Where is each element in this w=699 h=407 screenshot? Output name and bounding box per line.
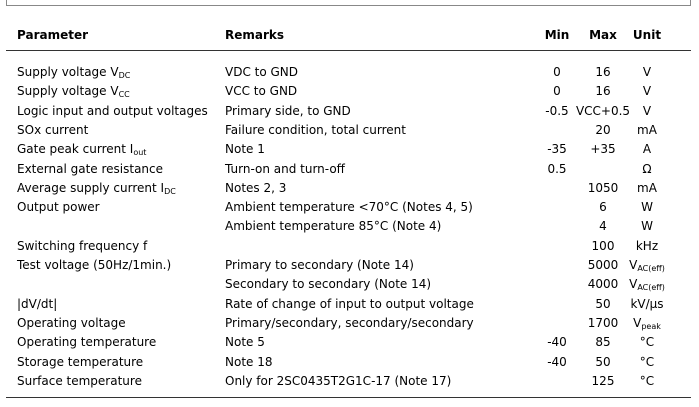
- header-cell: Min: [544, 28, 570, 42]
- remarks-cell: Primary to secondary (Note 14): [225, 258, 414, 272]
- header-cell: Parameter: [17, 28, 89, 42]
- min-cell: -35: [547, 142, 567, 157]
- max-cell: 6: [599, 200, 607, 215]
- unit-cell: mA: [637, 180, 657, 195]
- max-cell: 16: [595, 84, 611, 99]
- max-cell: 125: [591, 373, 615, 388]
- parameter-cell: Average supply current IDC: [17, 180, 176, 196]
- parameter-cell: Switching frequency f: [17, 238, 148, 253]
- text: V: [629, 277, 638, 292]
- remarks-cell: Primary/secondary, secondary/secondary: [225, 315, 474, 330]
- subscript: peak: [641, 321, 661, 331]
- text: V: [629, 258, 638, 272]
- remarks-cell: Note 18: [225, 354, 273, 369]
- text: Supply voltage V: [17, 65, 119, 79]
- header-cell: Max: [589, 28, 617, 42]
- remarks-cell: Notes 2, 3: [225, 180, 287, 195]
- max-cell: VCC+0.5: [575, 103, 631, 118]
- min-cell: -0.5: [545, 103, 569, 118]
- parameter-cell: Storage temperature: [17, 354, 144, 369]
- remarks-cell: Only for 2SC0435T2G1C-17 (Note 17): [225, 373, 452, 388]
- header-cell: Unit: [632, 28, 662, 42]
- subscript: AC(eff): [637, 283, 665, 293]
- remarks-cell: Turn-on and turn-off: [225, 161, 345, 176]
- text: V: [633, 315, 642, 330]
- subscript: AC(eff): [637, 264, 665, 273]
- subscript: DC: [118, 71, 131, 80]
- unit-cell: Vpeak: [615, 315, 679, 331]
- max-cell: 50: [595, 354, 611, 369]
- unit-cell: VAC(eff): [615, 257, 679, 273]
- bottom-rule: [6, 397, 691, 398]
- unit-cell: W: [641, 219, 653, 234]
- unit-cell: A: [642, 142, 652, 157]
- max-cell: 4: [599, 219, 607, 234]
- unit-cell: W: [641, 200, 653, 215]
- min-cell: -40: [547, 335, 567, 350]
- unit-cell: VAC(eff): [615, 276, 679, 292]
- parameter-cell: Test voltage (50Hz/1min.): [17, 258, 172, 272]
- unit-cell: °C: [639, 335, 655, 350]
- parameter-cell: SOx current: [17, 122, 89, 137]
- parameter-cell: Logic input and output voltages: [17, 103, 208, 118]
- parameter-cell: External gate resistance: [17, 161, 164, 176]
- min-cell: -40: [547, 354, 567, 369]
- max-cell: 85: [595, 335, 611, 350]
- unit-cell: V: [642, 103, 652, 118]
- min-cell: 0: [553, 65, 561, 79]
- remarks-cell: Rate of change of input to output voltag…: [225, 296, 474, 311]
- remarks-cell: Secondary to secondary (Note 14): [225, 277, 432, 292]
- parameter-cell: Supply voltage VDC: [17, 64, 130, 80]
- max-cell: 1700: [587, 315, 619, 330]
- header-cell: Remarks: [225, 28, 285, 42]
- unit-cell: Ω: [642, 161, 652, 176]
- parameter-cell: Output power: [17, 200, 100, 215]
- text: Supply voltage V: [17, 84, 119, 99]
- remarks-cell: VCC to GND: [225, 84, 298, 99]
- unit-cell: °C: [639, 354, 655, 369]
- remarks-cell: Failure condition, total current: [225, 122, 406, 137]
- parameter-cell: Supply voltage VCC: [17, 83, 130, 99]
- remarks-cell: Primary side, to GND: [225, 103, 351, 118]
- parameter-cell: |dV/dt|: [17, 296, 58, 311]
- remarks-cell: Note 1: [225, 142, 265, 157]
- parameter-cell: Gate peak current Iout: [17, 141, 146, 157]
- unit-cell: V: [642, 84, 652, 99]
- min-cell: 0: [553, 84, 561, 99]
- remarks-cell: Ambient temperature <70°C (Notes 4, 5): [225, 200, 473, 215]
- max-cell: 16: [595, 65, 611, 79]
- remarks-cell: Ambient temperature 85°C (Note 4): [225, 219, 442, 234]
- text: Average supply current I: [17, 180, 165, 195]
- top-box: [6, 0, 691, 6]
- unit-cell: kV/μs: [630, 296, 664, 311]
- parameter-cell: Surface temperature: [17, 373, 142, 388]
- unit-cell: °C: [639, 373, 655, 388]
- max-cell: 4000: [587, 277, 619, 292]
- max-cell: 50: [595, 296, 611, 311]
- max-cell: 20: [595, 122, 611, 137]
- parameter-cell: Operating voltage: [17, 315, 126, 330]
- max-cell: 5000: [587, 258, 619, 272]
- subscript: DC: [164, 186, 176, 196]
- unit-cell: mA: [637, 122, 657, 137]
- max-cell: +35: [590, 142, 616, 157]
- remarks-cell: Note 5: [225, 335, 265, 350]
- max-cell: 100: [591, 238, 615, 253]
- text: Gate peak current I: [17, 142, 134, 157]
- parameter-cell: Operating temperature: [17, 335, 157, 350]
- max-cell: 1050: [587, 180, 619, 195]
- remarks-cell: VDC to GND: [225, 65, 299, 79]
- unit-cell: V: [642, 65, 652, 79]
- min-cell: 0.5: [547, 161, 567, 176]
- subscript: CC: [118, 90, 130, 100]
- header-rule: [6, 50, 691, 51]
- subscript: out: [133, 148, 147, 158]
- unit-cell: kHz: [635, 238, 659, 253]
